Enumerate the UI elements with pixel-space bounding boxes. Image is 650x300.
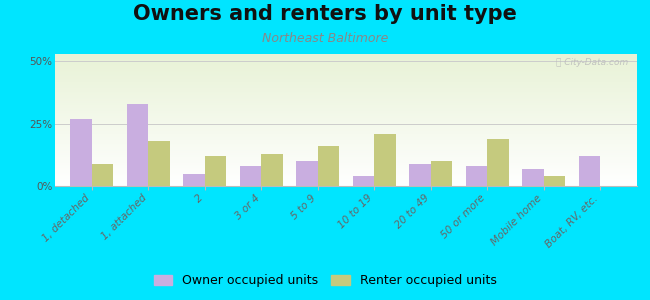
Bar: [431, 161, 452, 186]
Bar: [488, 139, 509, 186]
Bar: [544, 176, 566, 186]
Bar: [296, 161, 318, 186]
Text: Owners and renters by unit type: Owners and renters by unit type: [133, 4, 517, 25]
Bar: [92, 164, 114, 186]
Bar: [353, 176, 374, 186]
Bar: [466, 166, 488, 186]
Text: Ⓜ City-Data.com: Ⓜ City-Data.com: [556, 58, 629, 67]
Bar: [240, 166, 261, 186]
Bar: [183, 173, 205, 186]
Bar: [374, 134, 396, 186]
Bar: [410, 164, 431, 186]
Bar: [148, 141, 170, 186]
Bar: [261, 154, 283, 186]
Bar: [70, 119, 92, 186]
Legend: Owner occupied units, Renter occupied units: Owner occupied units, Renter occupied un…: [148, 269, 502, 292]
Text: Northeast Baltimore: Northeast Baltimore: [262, 32, 388, 44]
Bar: [127, 104, 148, 186]
Bar: [318, 146, 339, 186]
Bar: [523, 169, 544, 186]
Bar: [579, 156, 601, 186]
Bar: [205, 156, 226, 186]
